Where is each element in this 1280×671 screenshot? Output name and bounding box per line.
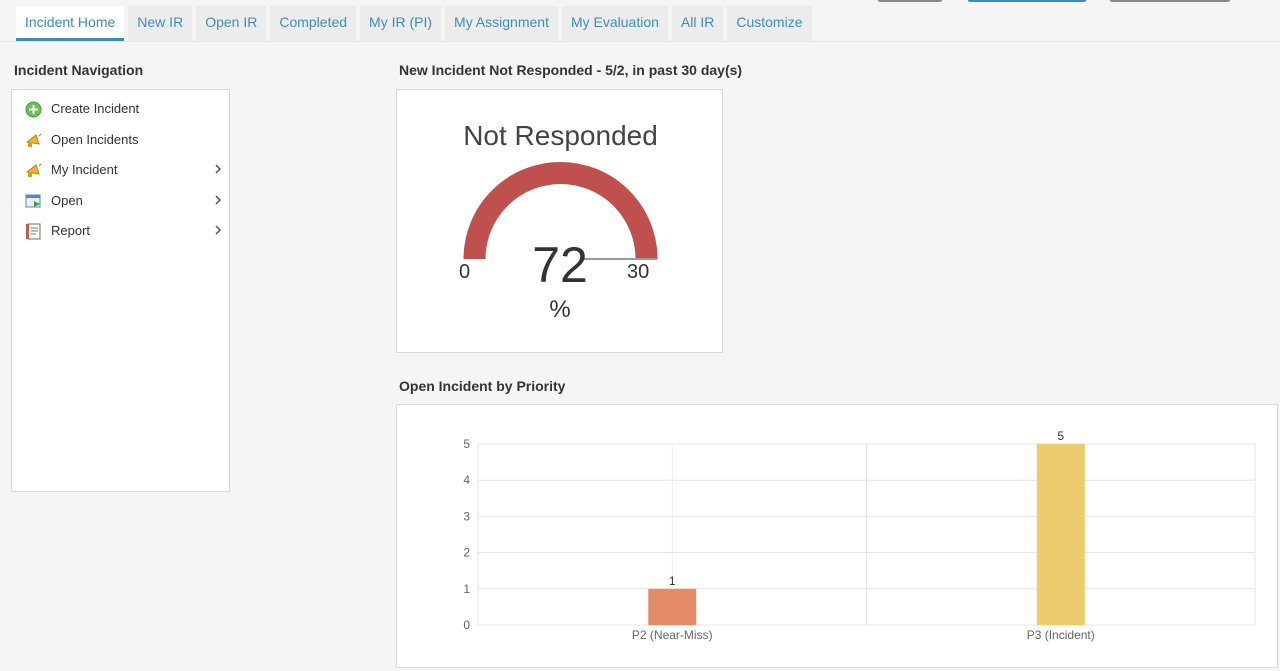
y-tick-label: 4 [463,473,470,487]
gauge-section-title: New Incident Not Responded - 5/2, in pas… [399,62,743,78]
chevron-right-icon[interactable] [213,162,223,176]
sidebar-item-label: Open Incidents [51,131,139,147]
gauge-graphic [463,162,658,260]
chevron-right-icon[interactable] [213,193,223,207]
sidebar-item-open-incidents[interactable]: Open Incidents [12,126,229,154]
sidebar-item-report[interactable]: Report [12,217,229,245]
megaphone-icon [25,132,42,149]
gauge-max-label: 30 [627,261,650,283]
sidebar-item-label: Open [51,192,83,208]
gauge-title: Not Responded [463,120,658,151]
report-book-icon [25,223,42,240]
y-tick-label: 3 [463,509,470,523]
chevron-right-icon[interactable] [213,223,223,237]
gauge-arc [463,162,658,260]
tab-bar: Incident Home New IR Open IR Completed My IR… [16,6,816,42]
tab-my-evaluation[interactable]: My Evaluation [561,6,668,41]
tab-completed[interactable]: Completed [270,6,357,41]
gauge-unit: % [549,296,571,323]
y-tick-label: 2 [463,546,470,560]
y-tick-label: 5 [463,437,470,451]
tab-bar-divider [0,41,1280,42]
bar-p2-near-miss [648,588,697,625]
sidebar-item-label: Report [51,223,91,238]
window-arrow-icon [25,193,42,210]
sidebar-item-my-incident[interactable]: My Incident [12,156,229,184]
top-strip [0,0,1280,6]
sidebar-item-label: Create Incident [51,101,140,116]
incident-navigation-title: Incident Navigation [14,62,144,78]
add-circle-icon [25,101,42,118]
x-tick-label: P3 (Incident) [1027,628,1095,642]
sidebar-item-create-incident[interactable]: Create Incident [12,95,229,123]
tab-all-ir[interactable]: All IR [671,6,724,41]
incident-navigation-panel: Create Incident Open Incidents My Incident… [11,89,230,492]
not-responded-gauge-card: Not Responded 0 30 72 % [396,89,723,353]
sidebar-item-open[interactable]: Open [12,187,229,215]
priority-bar-chart: 0 1 2 3 4 5 1 P2 (Near-Miss) 5 P3 (Incident) [463,429,1256,642]
priority-chart-section-title: Open Incident by Priority [399,378,566,394]
data-label: 1 [669,574,676,588]
tab-incident-home[interactable]: Incident Home [16,6,125,41]
tab-my-assignment[interactable]: My Assignment [445,6,558,41]
toolbar-button-edge[interactable] [968,0,1086,2]
gauge-value: 72 [532,237,588,293]
tab-my-ir-pi[interactable]: My IR (PI) [360,6,442,41]
tab-new-ir[interactable]: New IR [128,6,193,41]
tab-customize[interactable]: Customize [727,6,812,41]
x-tick-label: P2 (Near-Miss) [632,628,713,642]
data-label: 5 [1057,429,1064,443]
y-tick-label: 0 [463,618,470,632]
open-incident-priority-chart-card: 0 1 2 3 4 5 1 P2 (Near-Miss) 5 P3 (Incident) [396,404,1278,668]
megaphone-icon [25,162,42,179]
toolbar-button-edge[interactable] [1110,0,1230,2]
tab-open-ir[interactable]: Open IR [196,6,267,41]
toolbar-button-edge[interactable] [878,0,942,2]
bar-p3-incident [1036,444,1085,625]
sidebar-item-label: My Incident [51,162,118,177]
y-tick-label: 1 [463,582,470,596]
gauge-min-label: 0 [459,261,471,283]
